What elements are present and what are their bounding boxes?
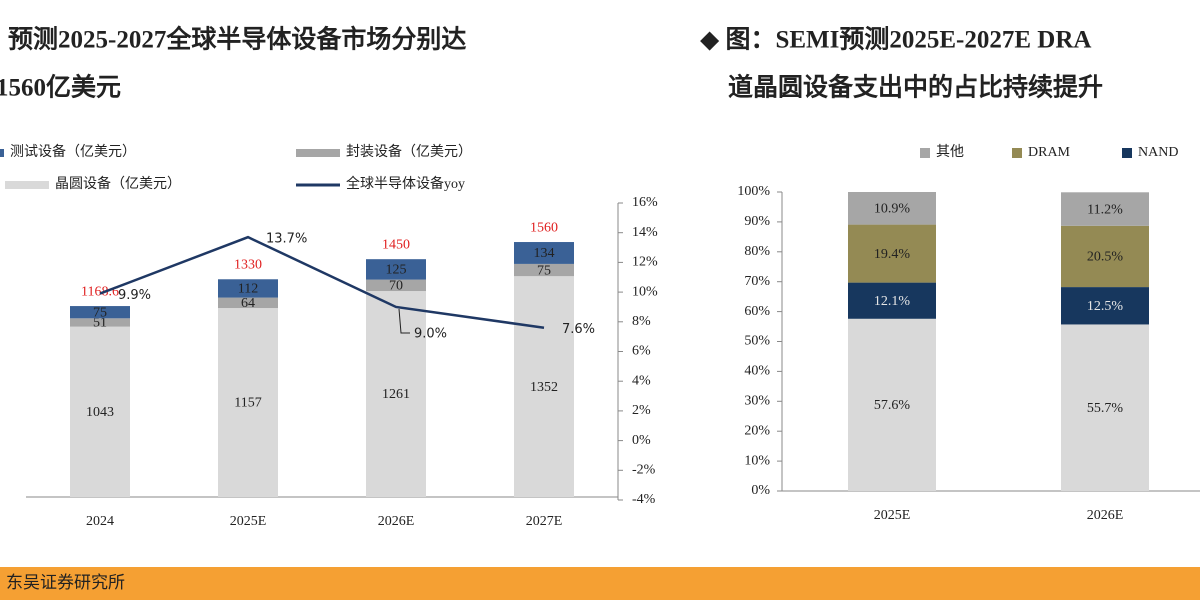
y2-tick-label: 0%	[632, 433, 651, 448]
bar-label: 10.9%	[874, 202, 911, 217]
bar-label: 1157	[234, 396, 261, 411]
line-label: 9.0%	[414, 326, 447, 341]
bar-label: 12.1%	[874, 294, 911, 309]
bar-label: 1261	[382, 387, 410, 402]
bar-label: 112	[238, 282, 258, 297]
bar-segment	[1061, 324, 1149, 491]
legend-swatch	[296, 149, 340, 157]
bar-label: 20.5%	[1087, 250, 1124, 265]
line-label: 13.7%	[266, 232, 307, 247]
bar-segment	[366, 259, 426, 280]
y-tick-label: 30%	[744, 394, 770, 409]
y-tick-label: 70%	[744, 274, 770, 289]
legend-label: 晶圆设备（亿美元）	[55, 175, 181, 192]
bar-segment	[514, 263, 574, 277]
bar-segment	[848, 282, 936, 319]
bar-label: 1043	[86, 405, 114, 420]
bar-segment	[514, 276, 574, 497]
y-tick-label: 60%	[744, 304, 770, 319]
y-tick-label: 20%	[744, 423, 770, 438]
legend-label: NAND	[1138, 145, 1178, 160]
bar-label: 51	[93, 316, 107, 331]
line-label: 9.9%	[118, 288, 151, 303]
yoy-line	[99, 235, 545, 329]
total-label: 1560	[530, 220, 558, 235]
y2-tick-label: 6%	[632, 344, 651, 359]
bar-segment	[848, 192, 936, 225]
x-tick-label: 2027E	[526, 514, 563, 529]
x-tick-label: 2025E	[230, 514, 267, 529]
footer-band	[0, 567, 1200, 600]
bar-label: 12.5%	[1087, 299, 1124, 314]
bar-label: 55.7%	[1087, 401, 1124, 416]
y2-tick-label: 10%	[632, 284, 658, 299]
bar-label: 64	[241, 296, 255, 311]
y2-tick-label: 4%	[632, 373, 651, 388]
right-title: 道晶圆设备支出中的占比持续提升	[728, 73, 1103, 102]
bar-label: 19.4%	[874, 247, 911, 262]
x-tick-label: 2024	[86, 514, 114, 529]
legend-label: 全球半导体设备yoy	[346, 175, 465, 192]
bar-label: 134	[534, 246, 555, 261]
left-title: 预测2025-2027全球半导体设备市场分别达	[8, 25, 466, 54]
bar-segment	[366, 291, 426, 497]
bar-segment	[70, 318, 130, 327]
bar-segment	[218, 308, 278, 497]
legend-swatch	[1012, 148, 1022, 158]
y2-tick-label: 2%	[632, 403, 651, 418]
bar-segment	[1061, 287, 1149, 325]
legend-label: 其他	[936, 144, 964, 160]
bar-label: 11.2%	[1087, 202, 1123, 217]
bar-segment	[514, 242, 574, 264]
bar-label: 125	[386, 263, 407, 278]
bar-segment	[848, 224, 936, 283]
bar-label: 57.6%	[874, 398, 911, 413]
x-tick-label: 2025E	[874, 508, 911, 523]
y-tick-label: 80%	[744, 244, 770, 259]
legend-label: 封装设备（亿美元）	[346, 143, 472, 160]
leader-line	[398, 308, 410, 334]
y2-tick-label: -4%	[632, 492, 656, 507]
bar-label: 1352	[530, 380, 558, 395]
bar-segment	[70, 306, 130, 319]
y2-tick-label: 8%	[632, 314, 651, 329]
x-tick-label: 2026E	[378, 514, 415, 529]
legend-swatch	[1122, 148, 1132, 158]
bar-segment	[848, 318, 936, 491]
total-label: 1330	[234, 257, 262, 272]
bar-segment	[1061, 225, 1149, 288]
y-tick-label: 50%	[744, 334, 770, 349]
bar-segment	[366, 279, 426, 292]
bar-segment	[218, 297, 278, 309]
legend-label: DRAM	[1028, 145, 1071, 160]
left-title: 1560亿美元	[0, 73, 121, 102]
y2-tick-label: 16%	[632, 195, 658, 210]
bar-segment	[218, 279, 278, 298]
bar-label: 75	[537, 263, 551, 278]
y2-tick-label: -2%	[632, 463, 656, 478]
bar-segment	[1061, 192, 1149, 226]
legend-swatch	[0, 149, 4, 157]
y-tick-label: 90%	[744, 214, 770, 229]
legend-swatch	[5, 181, 49, 189]
line-label: 7.6%	[562, 322, 595, 337]
y-tick-label: 40%	[744, 364, 770, 379]
footer-text: 东吴证券研究所	[6, 573, 125, 592]
total-label: 1450	[382, 237, 410, 252]
bar-label: 75	[93, 305, 107, 320]
x-tick-label: 2026E	[1087, 508, 1124, 523]
y-tick-label: 100%	[737, 184, 770, 199]
legend-label: 测试设备（亿美元）	[10, 143, 136, 160]
y2-tick-label: 12%	[632, 255, 658, 270]
bar-segment	[70, 326, 130, 497]
y-tick-label: 0%	[751, 483, 770, 498]
bar-label: 70	[389, 279, 403, 294]
y-tick-label: 10%	[744, 453, 770, 468]
total-label: 1168.6	[81, 284, 119, 299]
y2-tick-label: 14%	[632, 225, 658, 240]
right-title: ◆ 图：SEMI预测2025E-2027E DRA	[700, 26, 1091, 54]
legend-swatch	[920, 148, 930, 158]
